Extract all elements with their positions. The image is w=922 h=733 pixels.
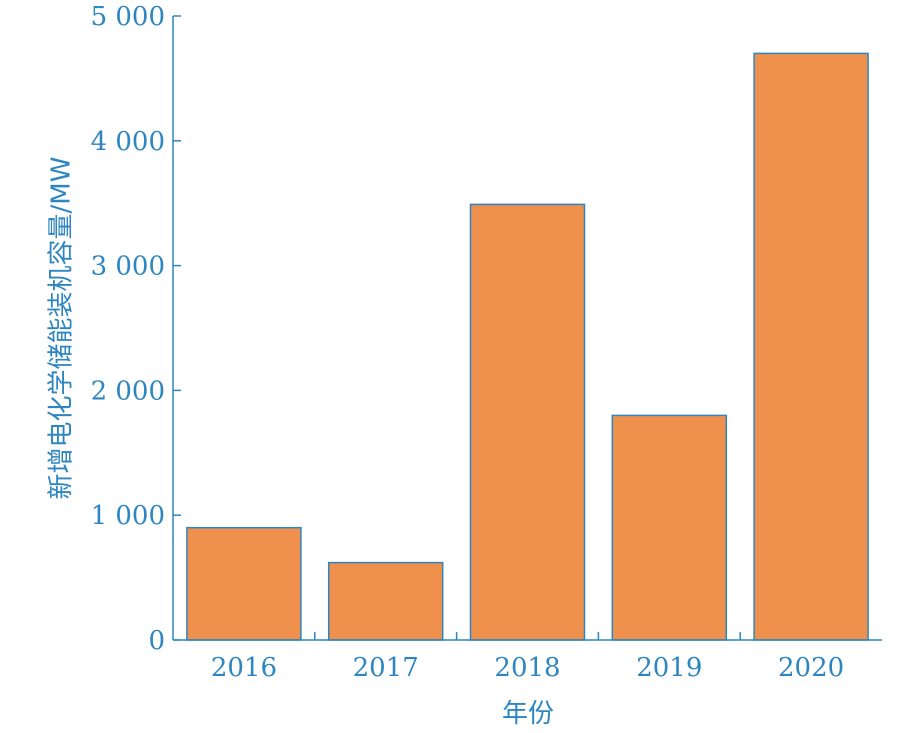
bar-2020 — [753, 52, 869, 641]
x-tick-label-2016: 2016 — [211, 653, 277, 683]
x-tick-label-2018: 2018 — [494, 653, 560, 683]
y-tick-label-5000: 5 000 — [91, 2, 165, 32]
axes-group — [172, 15, 882, 641]
y-tick-label-4000: 4 000 — [91, 127, 165, 157]
ticks-group: 2016 2017 2018 2019 2020 0 1 000 2 000 3 000 4 00… — [91, 2, 845, 683]
bars-group — [186, 52, 869, 641]
bar-2016 — [186, 526, 302, 641]
x-tick-label-2019: 2019 — [636, 653, 702, 683]
bar-2019 — [611, 414, 728, 641]
bar-2018 — [469, 203, 586, 641]
y-tick-label-1000: 1 000 — [91, 501, 165, 531]
x-tick-label-2020: 2020 — [778, 653, 844, 683]
bar-2017 — [327, 561, 444, 641]
y-axis-title: 新增电化学储能装机容量/MW — [47, 157, 77, 500]
y-tick-label-2000: 2 000 — [91, 376, 165, 406]
x-axis-title: 年份 — [502, 699, 554, 729]
x-tick-label-2017: 2017 — [353, 653, 419, 683]
y-tick-label-0: 0 — [148, 626, 165, 656]
y-tick-label-3000: 3 000 — [91, 252, 165, 282]
